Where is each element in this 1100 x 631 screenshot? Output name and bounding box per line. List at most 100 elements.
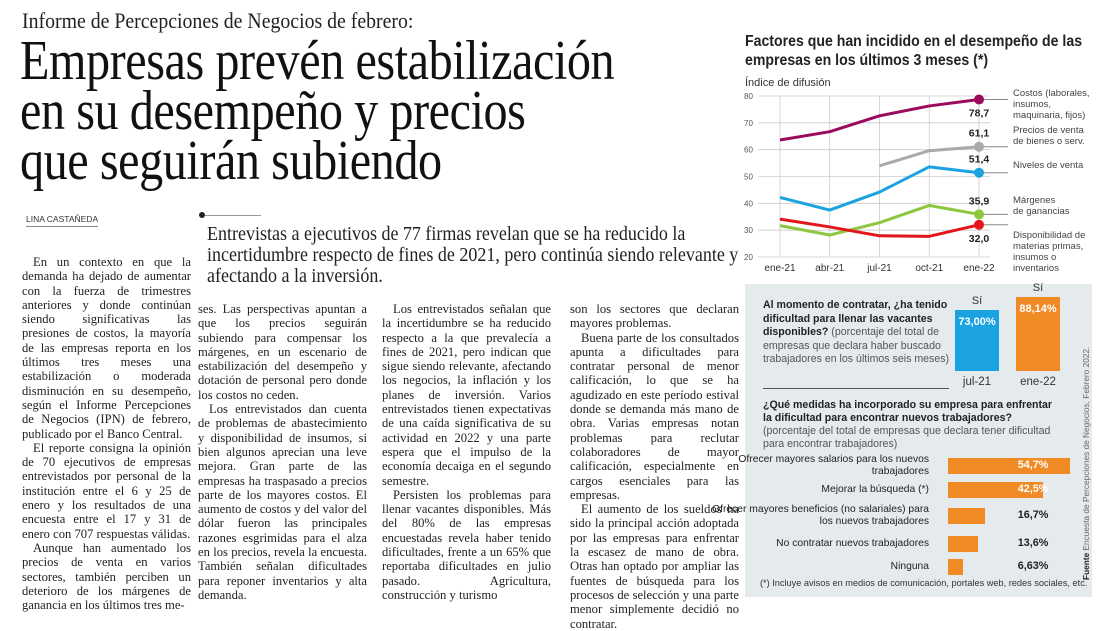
paragraph: Persisten los problemas para llenar vaca…: [382, 487, 551, 602]
question-2: ¿Qué medidas ha incorporado su empresa p…: [763, 399, 1063, 451]
bar-row: Ninguna 6,63%: [745, 557, 1075, 577]
bar-category-label: Mejorar la búsqueda (*): [821, 484, 929, 495]
series-name: Precios de venta de bienes o serv.: [1013, 125, 1085, 147]
paragraph: Los entrevistados señalan que la incerti…: [382, 302, 551, 488]
bar-value-label: 42,5%: [1017, 483, 1049, 495]
article-column: Los entrevistados señalan que la incerti…: [382, 302, 551, 602]
headline-line: en su desempeño y precios: [20, 80, 526, 142]
series-end-point: [974, 167, 984, 178]
line-chart: 20 30 40 50 60 70 80 ene-21 abr-21 jul-21 oct-21 en…: [744, 88, 1090, 274]
series-name-line: insumos o: [1013, 252, 1056, 263]
paragraph: El reporte consigna la opinión de 70 eje…: [22, 440, 191, 541]
series-name-line: maquinaria, fijos): [1013, 110, 1085, 121]
series-name-line: Precios de venta: [1013, 125, 1084, 136]
series-name-line: de ganancias: [1013, 206, 1070, 217]
series-name: Niveles de venta: [1013, 160, 1084, 171]
paragraph: ses. Las perspectivas apuntan a que los …: [198, 302, 367, 402]
data-label: 32,0: [969, 233, 990, 245]
deck-bullet-icon: [199, 212, 205, 218]
series-name-line: insumos,: [1013, 99, 1051, 110]
source-label: Fuente: [1081, 552, 1091, 580]
x-tick-label: ene-21: [764, 263, 796, 274]
question-2-bold: ¿Qué medidas ha incorporado su empresa p…: [763, 399, 1053, 424]
bar-value-label: 73,00%: [958, 315, 996, 328]
bar-category-label: No contratar nuevos trabajadores: [776, 538, 929, 549]
series-end-point: [974, 209, 984, 220]
bar-value-label: 16,7%: [1017, 509, 1049, 521]
headline-line: que seguirán subiendo: [20, 130, 442, 192]
bar-row: No contratar nuevos trabajadores 13,6%: [745, 534, 1075, 554]
series-name: Márgenes de ganancias: [1013, 195, 1070, 217]
series-line: [779, 217, 980, 238]
bar: [948, 458, 1070, 474]
bar-category-label: Ofrecer mayores beneficios (no salariale…: [712, 504, 929, 527]
article-column: ses. Las perspectivas apuntan a que los …: [198, 302, 367, 602]
divider: [205, 215, 261, 216]
series-name-line: de bienes o serv.: [1013, 136, 1085, 147]
paragraph: En un contexto en que la demanda ha deja…: [22, 255, 191, 441]
y-tick-label: 50: [744, 173, 753, 182]
bar: [948, 536, 979, 552]
bar-caption: Sí: [971, 294, 983, 307]
series-name-line: Costos (laborales,: [1013, 88, 1090, 99]
bar-category-label: ene-22: [1020, 376, 1056, 388]
bar: [948, 482, 1043, 498]
bar: [948, 559, 963, 575]
data-label: 51,4: [969, 154, 990, 166]
paragraph: El aumento de los sueldos ha sido la pri…: [570, 502, 739, 631]
bar: [948, 508, 986, 524]
series-end-point: [974, 141, 984, 152]
chart-y-label: Índice de difusión: [745, 77, 831, 89]
paragraph: Aunque han aumentado los precios de vent…: [22, 540, 191, 613]
paragraph: Los entrevistados dan cuenta de problema…: [198, 402, 367, 602]
bar-category-label: jul-21: [962, 376, 992, 388]
series-name-line: Disponibilidad de: [1013, 230, 1085, 241]
bar-row: Mejorar la búsqueda (*) 42,5%: [745, 480, 1075, 500]
series-name-line: Márgenes: [1013, 195, 1055, 206]
divider: [763, 388, 949, 389]
source-text: Encuesta de Percepciones de Negocios, Fe…: [1081, 346, 1091, 551]
series-end-point: [974, 219, 984, 230]
bar: 88,14%: [1016, 296, 1060, 371]
kicker: Informe de Percepciones de Negocios de f…: [22, 8, 414, 33]
series-line: [779, 203, 980, 237]
series-name-line: inventarios: [1013, 263, 1059, 274]
bar-caption: Sí: [1032, 281, 1044, 294]
question-1-note: (porcentaje del total de empresas que de…: [763, 326, 950, 365]
bar-value-label: 13,6%: [1017, 537, 1049, 549]
footnote: (*) Incluye avisos en medios de comunica…: [760, 578, 1088, 588]
y-tick-label: 20: [744, 253, 753, 262]
paragraph: Buena parte de los consultados apunta a …: [570, 330, 739, 502]
bar-value-label: 6,63%: [1017, 560, 1049, 572]
series-name-line: materias primas,: [1013, 241, 1083, 252]
headline-line: Empresas prevén estabilización: [20, 30, 615, 92]
x-tick-label: jul-21: [866, 263, 892, 274]
x-tick-label: ene-22: [963, 263, 995, 274]
series-line: [879, 145, 980, 168]
hiring-panel: Al momento de contratar, ¿ha tenido difi…: [712, 281, 1092, 597]
paragraph: son los sectores que declaran mayores pr…: [570, 302, 739, 331]
series-name: Costos (laborales, insumos, maquinaria, fi…: [1013, 88, 1090, 121]
y-tick-label: 60: [744, 146, 753, 155]
question-2-note: (porcentaje del total de empresas que de…: [763, 425, 1051, 450]
headline: Empresas prevén estabilización en su des…: [20, 30, 615, 192]
series-line: [779, 98, 980, 142]
series-end-point: [974, 94, 984, 105]
article-column: En un contexto en que la demanda ha deja…: [22, 255, 191, 612]
byline: LINA CASTAÑEDA: [26, 214, 99, 227]
data-label: 61,1: [969, 128, 990, 140]
bar: 73,00%: [955, 309, 999, 371]
y-tick-label: 80: [744, 92, 753, 101]
y-tick-label: 70: [744, 119, 753, 128]
article-column: son los sectores que declaran mayores pr…: [570, 302, 739, 631]
bar-value-label: 54,7%: [1017, 459, 1049, 471]
bar-value-label: 88,14%: [1019, 302, 1057, 315]
y-tick-label: 40: [744, 199, 753, 208]
bar-category-label: Ninguna: [890, 561, 929, 572]
series-name: Disponibilidad de materias primas, insumos…: [1013, 230, 1085, 274]
data-label: 78,7: [969, 107, 990, 119]
series-name-line: Niveles de venta: [1013, 160, 1084, 171]
question-1-bold: Al momento de contratar, ¿ha tenido difi…: [763, 299, 948, 338]
x-tick-label: oct-21: [915, 263, 943, 274]
series-line: [779, 165, 980, 212]
